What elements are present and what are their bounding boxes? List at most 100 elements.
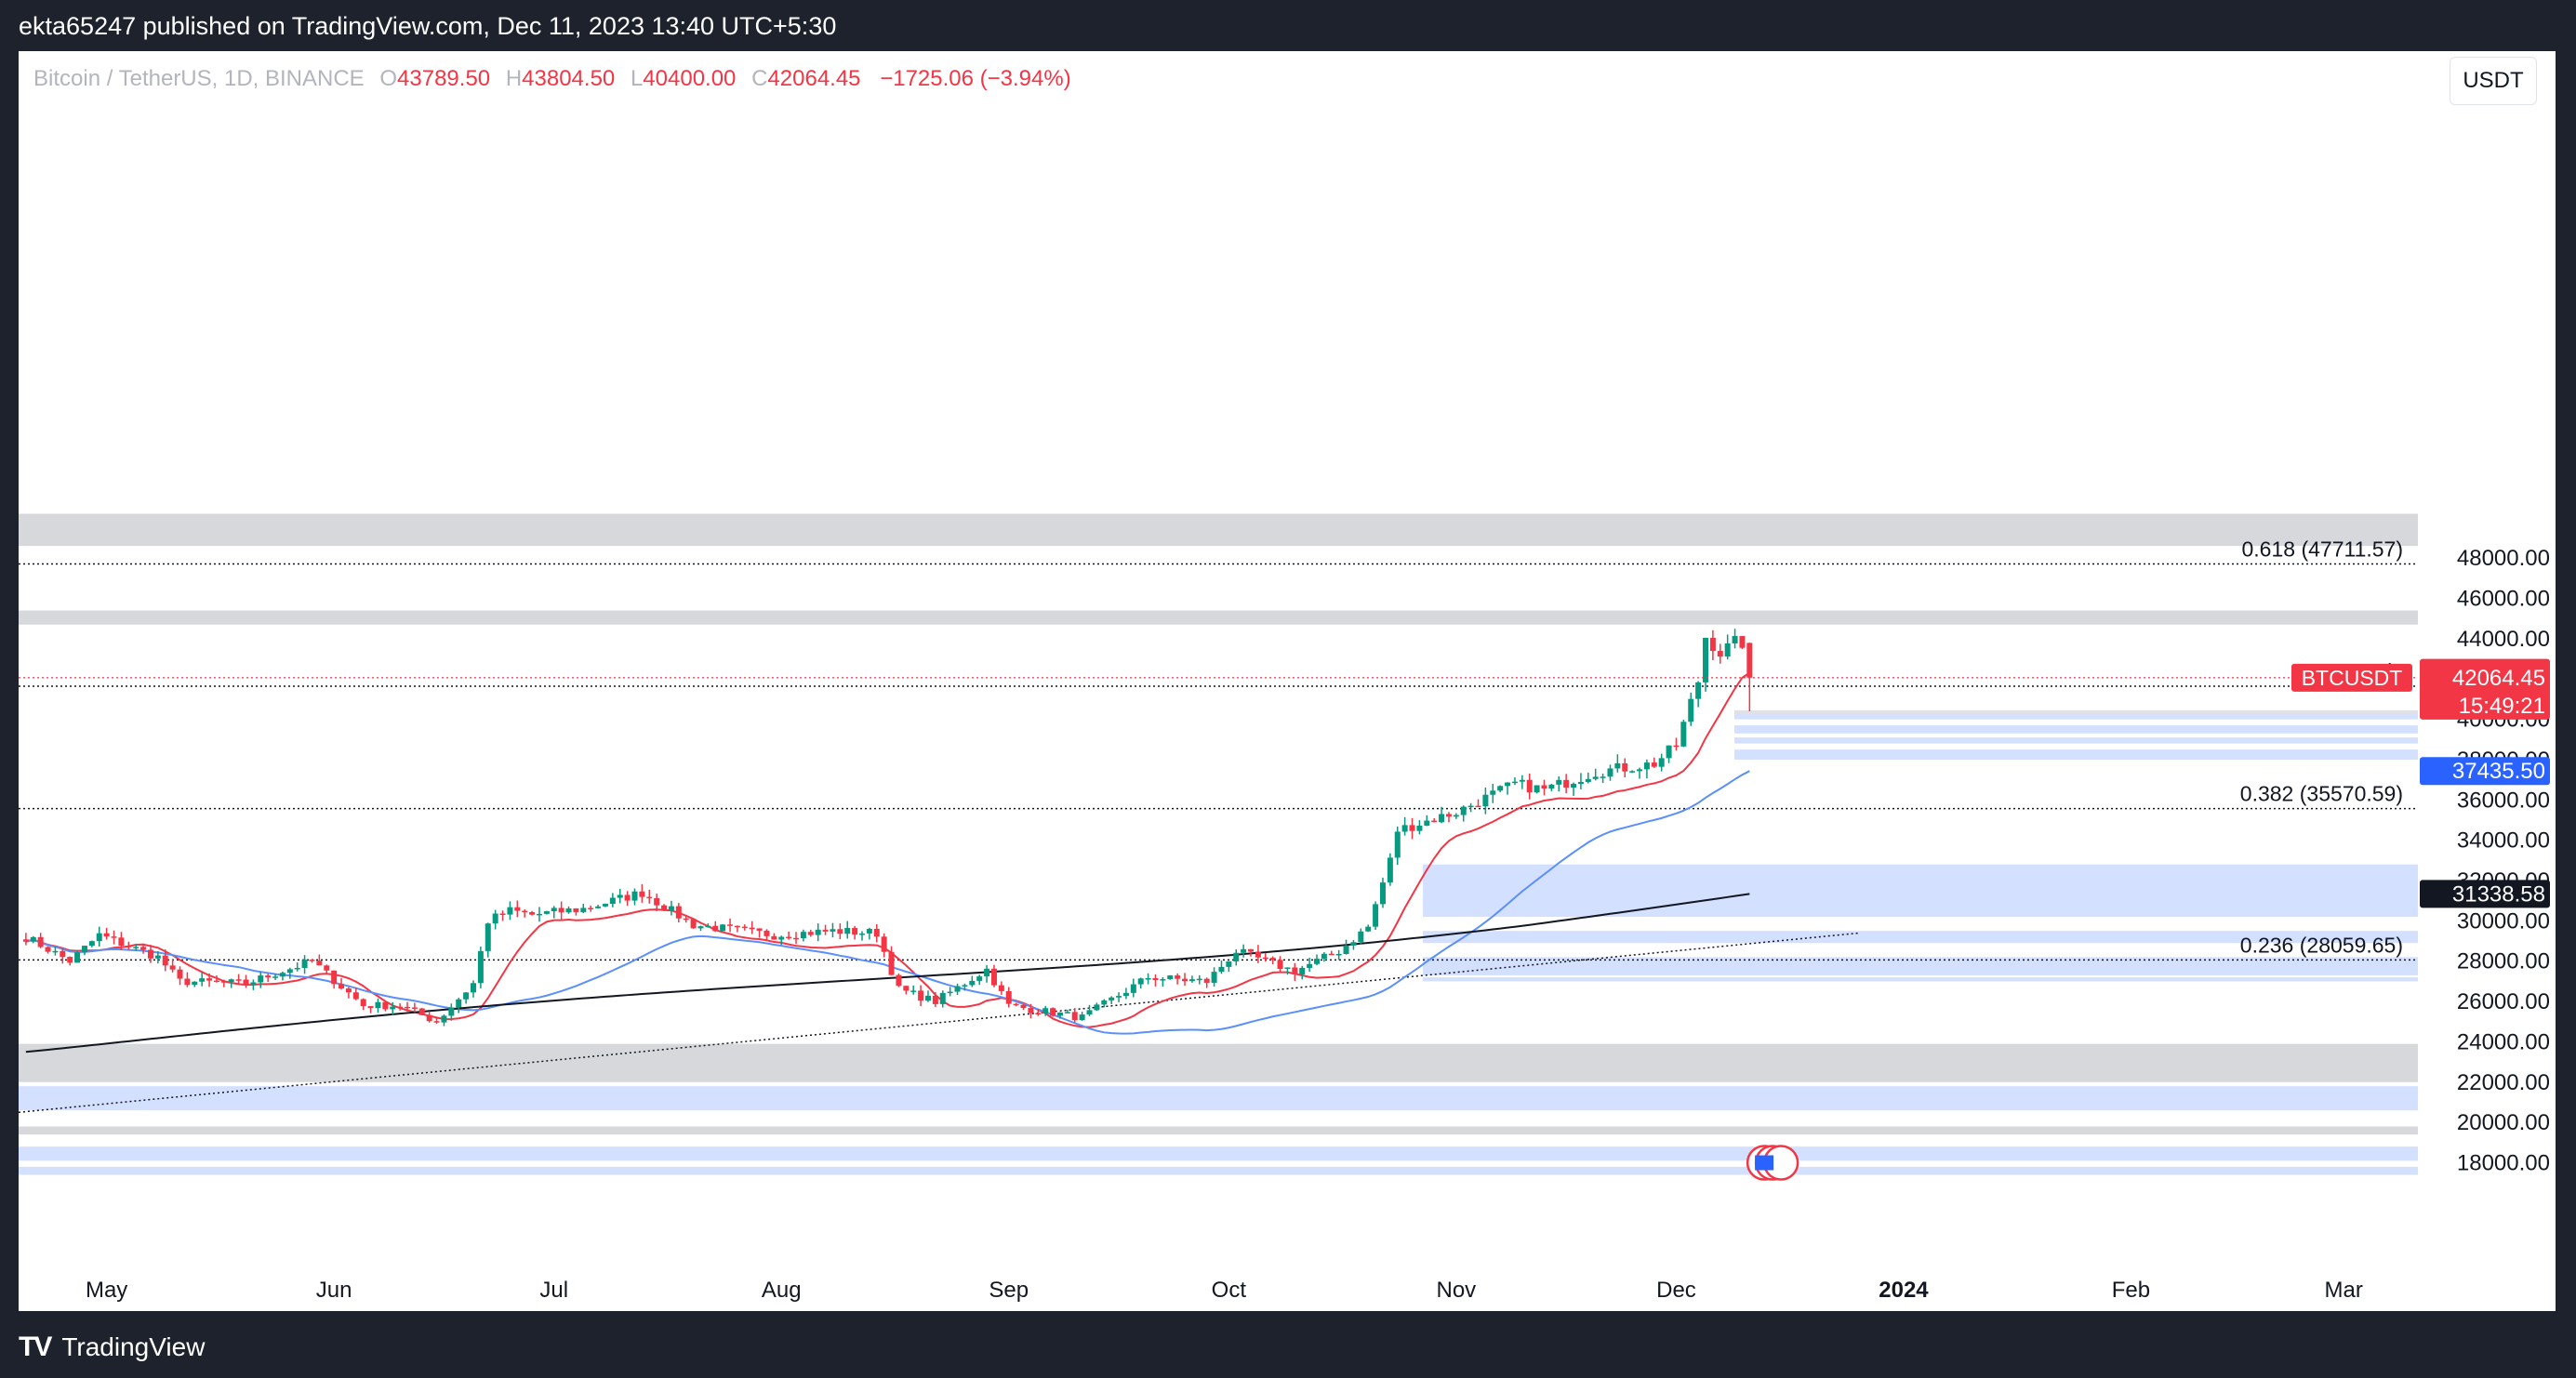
candle-body — [588, 908, 594, 909]
candle-body — [286, 969, 293, 974]
candle-body — [456, 999, 462, 1008]
candle-body — [37, 936, 44, 947]
last-price-badge-extra: 15:49:21 — [2459, 694, 2545, 719]
legend-low-label: L — [630, 66, 644, 91]
chart-area[interactable]: 0.618 (47711.57)0.5 (40.382 (35570.59)0.… — [19, 51, 2556, 1311]
candle-body — [1534, 785, 1540, 793]
candle-body — [426, 1014, 432, 1022]
blue-zone-5 — [1734, 725, 2418, 734]
candle-body — [265, 975, 272, 978]
candle-body — [1358, 931, 1364, 943]
blue-zone-6 — [1734, 737, 2418, 744]
candle-body — [830, 929, 836, 932]
x-tick-label: Dec — [1656, 1278, 1696, 1303]
candle-body — [815, 929, 821, 935]
candle-body — [1050, 1008, 1056, 1016]
candle-body — [1379, 882, 1386, 905]
candle-body — [1299, 967, 1306, 975]
candle-body — [1226, 961, 1232, 967]
candle-body — [683, 918, 689, 921]
candle-body — [1746, 643, 1753, 678]
candle-body — [74, 952, 81, 963]
candle-body — [617, 894, 623, 898]
candle-body — [433, 1021, 440, 1023]
candle-body — [1577, 781, 1584, 785]
candle-body — [1717, 651, 1723, 657]
y-tick-label: 30000.00 — [2457, 908, 2550, 934]
blue-zone-3 — [1423, 977, 2418, 982]
candle-body — [1505, 782, 1511, 787]
candle-body — [573, 908, 579, 912]
candle-body — [1373, 904, 1379, 927]
candle-body — [1475, 805, 1481, 808]
candle-body — [1145, 978, 1151, 980]
symbol-legend: Bitcoin / TetherUS, 1D, BINANCE O43789.5… — [33, 66, 1071, 92]
candle-body — [418, 1008, 425, 1015]
top-bar: ekta65247 published on TradingView.com, … — [0, 0, 2576, 51]
candle-body — [140, 947, 147, 950]
candle-body — [1321, 953, 1327, 960]
candle-body — [859, 933, 866, 935]
candle-body — [96, 933, 102, 942]
x-tick-label: Jul — [539, 1278, 568, 1303]
candle-body — [661, 905, 668, 911]
candle-body — [1548, 784, 1555, 789]
candle-body — [1709, 638, 1716, 652]
candle-body — [1556, 779, 1562, 785]
candle-body — [881, 936, 887, 952]
ma-mid-badge: 37435.50 — [2452, 759, 2545, 784]
candle-body — [778, 936, 785, 940]
price-chart[interactable]: 0.618 (47711.57)0.5 (40.382 (35570.59)0.… — [19, 51, 2556, 1311]
candle-body — [1284, 967, 1291, 970]
candle-body — [690, 919, 697, 929]
y-tick-label: 36000.00 — [2457, 788, 2550, 813]
candle-body — [675, 906, 682, 919]
candle-body — [375, 1001, 381, 1009]
candle-body — [250, 982, 257, 985]
candle-body — [1445, 814, 1452, 817]
tradingview-brand[interactable]: TV TradingView — [19, 1332, 205, 1363]
candle-body — [133, 947, 139, 948]
candle-body — [595, 906, 602, 908]
candle-body — [507, 907, 513, 915]
candle-body — [411, 1007, 418, 1009]
candle-body — [624, 894, 631, 901]
candle-body — [932, 995, 938, 1004]
candle-body — [272, 976, 279, 978]
candle-body — [1497, 786, 1504, 791]
blue-zone-8 — [19, 1086, 2418, 1111]
y-tick-label: 26000.00 — [2457, 989, 2550, 1014]
candle-body — [1607, 768, 1613, 777]
y-tick-label: 20000.00 — [2457, 1110, 2550, 1135]
candle-body — [390, 1006, 396, 1010]
candle-body — [1724, 643, 1731, 657]
legend-high: 43804.50 — [522, 66, 616, 91]
candle-body — [924, 995, 931, 1001]
fib-label-0.382: 0.382 (35570.59) — [2240, 782, 2403, 806]
x-tick-label: Aug — [762, 1278, 802, 1303]
candle-body — [1328, 953, 1334, 956]
candle-body — [206, 978, 213, 981]
tradingview-logo-icon: TV — [19, 1332, 52, 1362]
candle-body — [1416, 825, 1423, 831]
candle-body — [30, 936, 36, 942]
legend-change: −1725.06 (−3.94%) — [880, 66, 1071, 91]
candle-body — [1739, 636, 1746, 648]
candle-body — [1387, 857, 1393, 883]
currency-button[interactable]: USDT — [2450, 57, 2537, 105]
candle-body — [844, 928, 851, 934]
candle-body — [565, 908, 572, 913]
footer-bar: TV TradingView — [0, 1311, 2576, 1378]
candle-body — [52, 950, 59, 953]
publisher-line: ekta65247 published on TradingView.com, … — [19, 12, 837, 40]
candle-body — [1307, 963, 1313, 968]
event-flag-icon — [1755, 1155, 1774, 1171]
symbol-tag-bg — [2291, 663, 2412, 692]
candle-body — [1241, 948, 1247, 953]
candle-body — [866, 928, 872, 934]
candle-body — [697, 926, 704, 929]
candle-body — [118, 937, 125, 947]
candle-body — [1424, 820, 1430, 826]
candle-body — [984, 968, 990, 977]
ma-short-line — [25, 671, 1750, 1028]
